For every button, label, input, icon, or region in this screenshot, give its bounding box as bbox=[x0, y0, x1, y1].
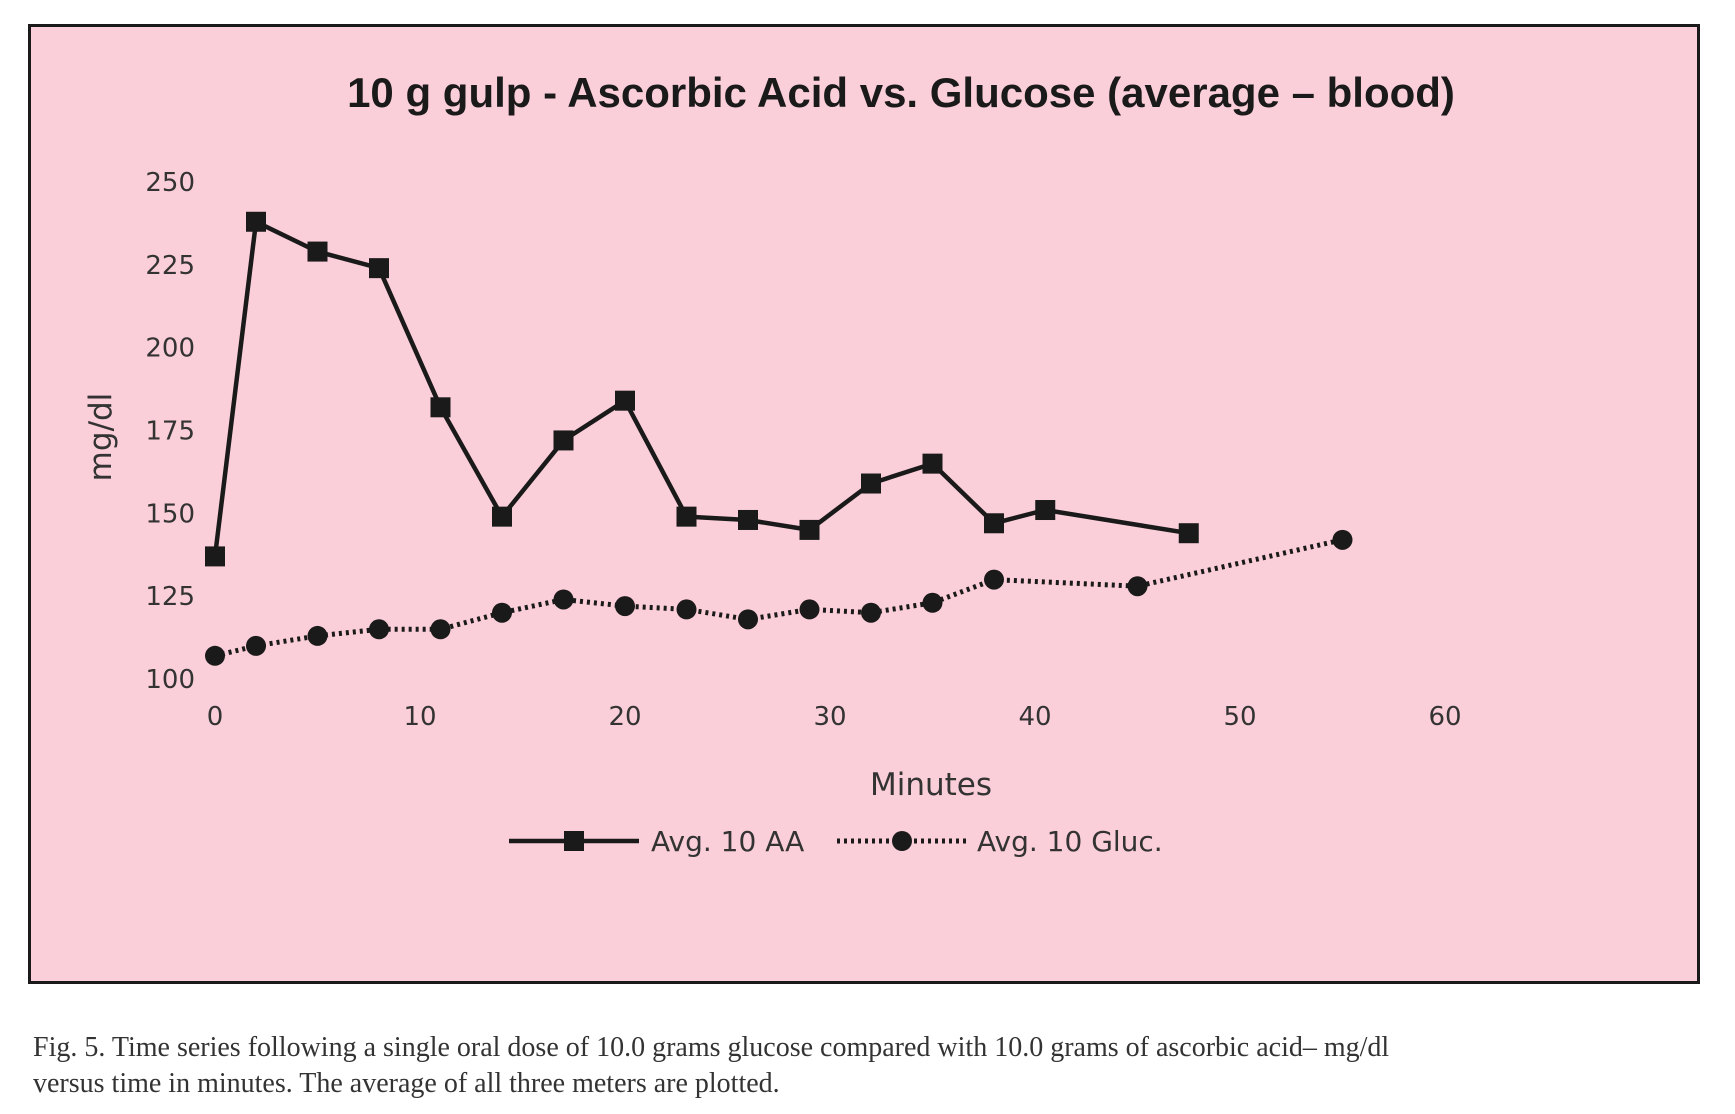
line-chart: 10 g gulp - Ascorbic Acid vs. Glucose (a… bbox=[83, 69, 1462, 858]
data-point bbox=[738, 609, 758, 630]
y-axis-label: mg/dl bbox=[83, 393, 119, 482]
data-point bbox=[1178, 523, 1199, 544]
x-tick-label: 60 bbox=[1428, 702, 1461, 732]
y-tick-label: 175 bbox=[145, 417, 195, 447]
y-tick-label: 125 bbox=[145, 582, 195, 612]
data-point bbox=[615, 596, 635, 617]
legend-marker bbox=[564, 831, 584, 851]
y-tick-label: 225 bbox=[145, 251, 195, 281]
series-layer bbox=[205, 211, 1353, 666]
caption-line-2: versus time in minutes. The average of a… bbox=[33, 1068, 780, 1099]
data-point bbox=[922, 453, 943, 474]
data-point bbox=[205, 645, 225, 666]
series-line bbox=[212, 219, 1190, 557]
data-point bbox=[205, 546, 225, 567]
data-point bbox=[676, 506, 697, 527]
x-tick-label: 40 bbox=[1018, 702, 1051, 732]
data-point bbox=[553, 589, 574, 610]
data-point bbox=[984, 569, 1004, 590]
data-point bbox=[984, 513, 1004, 534]
legend-entry-1: Avg. 10 AA bbox=[509, 825, 804, 858]
caption-line-1: Fig. 5. Time series following a single o… bbox=[33, 1032, 1390, 1063]
y-axis-ticks: 100 125 150 175 200 225 250 bbox=[145, 168, 195, 695]
data-point bbox=[922, 592, 943, 613]
chart-frame: 10 g gulp - Ascorbic Acid vs. Glucose (a… bbox=[28, 24, 1700, 984]
chart-title: 10 g gulp - Ascorbic Acid vs. Glucose (a… bbox=[347, 69, 1455, 116]
y-tick-label: 250 bbox=[145, 168, 195, 198]
y-tick-label: 200 bbox=[145, 334, 195, 364]
x-tick-label: 10 bbox=[403, 702, 436, 732]
data-point bbox=[1035, 500, 1056, 521]
data-point bbox=[369, 258, 389, 279]
x-axis-ticks: 0 10 20 30 40 50 60 bbox=[207, 702, 1462, 732]
data-point bbox=[1127, 576, 1148, 597]
series-1 bbox=[205, 211, 1199, 567]
data-point bbox=[738, 509, 758, 530]
data-point bbox=[492, 506, 512, 527]
y-tick-label: 150 bbox=[145, 499, 195, 529]
series-line bbox=[214, 537, 1344, 659]
data-point bbox=[246, 211, 266, 232]
data-point bbox=[799, 599, 820, 620]
data-point bbox=[369, 619, 389, 640]
data-point bbox=[861, 602, 881, 623]
y-tick-label: 100 bbox=[145, 665, 195, 695]
x-tick-label: 30 bbox=[813, 702, 846, 732]
data-point bbox=[246, 635, 266, 656]
data-point bbox=[430, 619, 451, 640]
figure-caption: Fig. 5. Time series following a single o… bbox=[33, 1030, 1713, 1102]
x-tick-label: 50 bbox=[1223, 702, 1256, 732]
data-point bbox=[676, 599, 697, 620]
data-point bbox=[1332, 529, 1353, 550]
legend-label: Avg. 10 Gluc. bbox=[977, 825, 1163, 858]
data-point bbox=[307, 241, 328, 262]
legend-entry-2: Avg. 10 Gluc. bbox=[837, 825, 1163, 858]
legend: Avg. 10 AA Avg. 10 Gluc. bbox=[509, 825, 1163, 858]
data-point bbox=[799, 519, 820, 540]
data-point bbox=[492, 602, 512, 623]
legend-marker bbox=[892, 831, 912, 851]
x-tick-label: 0 bbox=[207, 702, 224, 732]
series-2 bbox=[205, 529, 1353, 666]
data-point bbox=[430, 397, 451, 418]
data-point bbox=[307, 625, 328, 646]
x-tick-label: 20 bbox=[608, 702, 641, 732]
data-point bbox=[553, 430, 574, 451]
data-point bbox=[615, 390, 635, 411]
data-point bbox=[861, 473, 881, 494]
legend-label: Avg. 10 AA bbox=[651, 825, 804, 858]
x-axis-label: Minutes bbox=[870, 767, 992, 803]
